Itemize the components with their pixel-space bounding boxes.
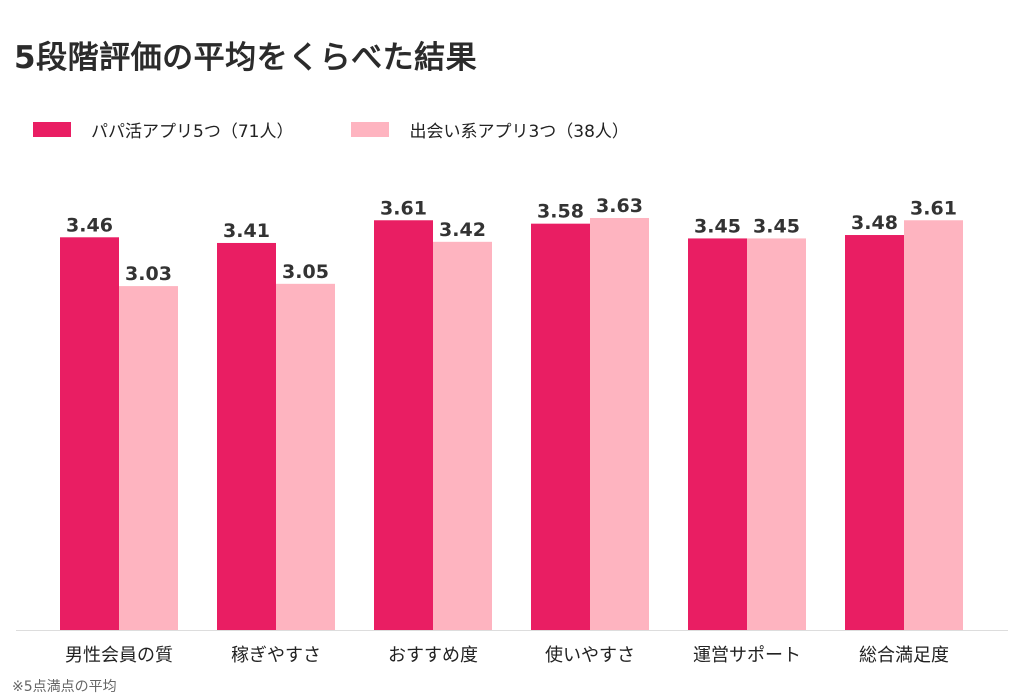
bar-series-2-1 (119, 286, 178, 630)
data-label-series-2-6: 3.61 (910, 197, 957, 219)
bar-series-1-6 (845, 235, 904, 630)
bar-series-2-2 (276, 283, 335, 630)
bar-series-1-4 (531, 223, 590, 631)
category-label-3: おすすめ度 (388, 645, 478, 666)
legend: パパ活アプリ5つ（71人） 出会い系アプリ3つ（38人） (33, 117, 687, 142)
legend-item-series-2: 出会い系アプリ3つ（38人） (351, 117, 629, 142)
data-label-series-1-2: 3.41 (223, 220, 270, 242)
bar-series-2-4 (590, 217, 649, 630)
data-label-series-1-1: 3.46 (66, 214, 113, 236)
data-label-series-1-4: 3.58 (537, 201, 584, 223)
category-label-6: 総合満足度 (859, 645, 949, 666)
legend-item-series-1: パパ活アプリ5つ（71人） (33, 117, 293, 142)
data-label-series-2-4: 3.63 (596, 195, 643, 217)
legend-label-series-2: 出会い系アプリ3つ（38人） (409, 121, 629, 142)
bar-series-1-2 (217, 242, 276, 630)
data-label-series-2-1: 3.03 (125, 263, 172, 285)
footnote: ※5点満点の平均 (12, 679, 117, 695)
data-label-series-2-5: 3.45 (753, 215, 800, 237)
data-label-series-1-6: 3.48 (851, 212, 898, 234)
category-label-5: 運営サポート (693, 645, 801, 666)
category-label-1: 男性会員の質 (65, 645, 173, 666)
legend-swatch-series-2 (351, 121, 390, 137)
bar-series-1-5 (688, 238, 747, 631)
bar-series-1-1 (60, 237, 119, 631)
category-label-4: 使いやすさ (545, 645, 635, 666)
bar-series-2-5 (747, 238, 806, 631)
legend-label-series-1: パパ活アプリ5つ（71人） (91, 121, 294, 142)
bar-series-1-3 (374, 220, 433, 630)
data-label-series-1-5: 3.45 (694, 215, 741, 237)
bar-series-2-3 (433, 241, 492, 630)
data-label-series-2-3: 3.42 (439, 219, 486, 241)
bar-series-2-6 (904, 220, 963, 630)
category-label-2: 稼ぎやすさ (231, 645, 321, 666)
data-label-series-2-2: 3.05 (282, 261, 329, 283)
chart-title: 5段階評価の平均をくらべた結果 (14, 40, 478, 76)
legend-swatch-series-1 (33, 121, 71, 137)
data-label-series-1-3: 3.61 (380, 197, 427, 219)
